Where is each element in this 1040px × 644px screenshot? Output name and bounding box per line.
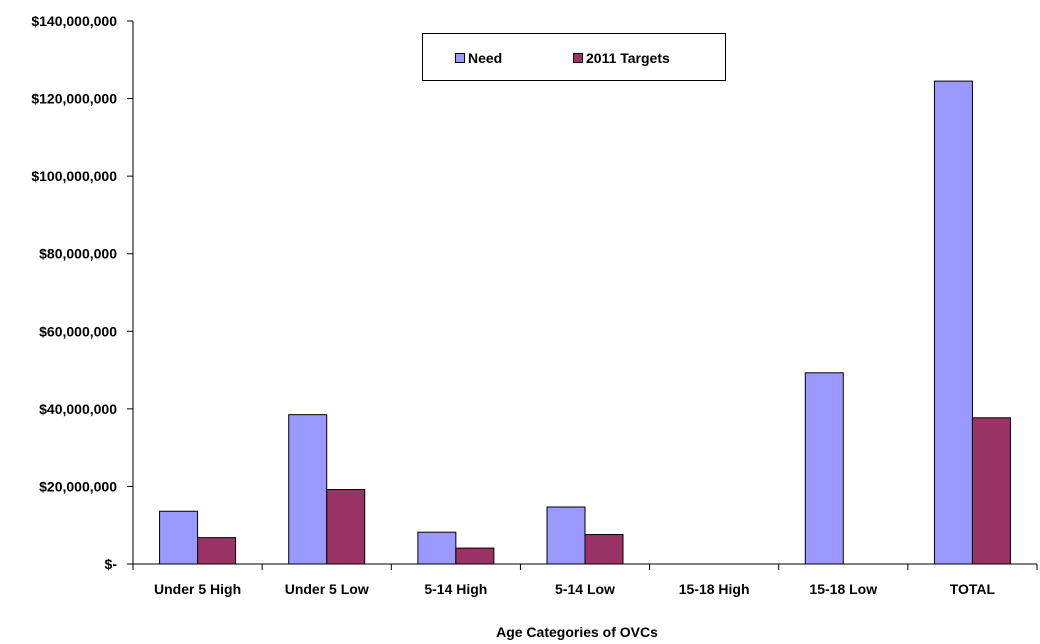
legend-swatch-2011-targets (573, 53, 583, 63)
x-tick-label: 5-14 High (424, 581, 487, 597)
bar-2011-targets (584, 534, 624, 565)
y-tick-label: $60,000,000 (39, 323, 117, 339)
x-tick-label: Under 5 High (154, 581, 241, 597)
legend-item-2011-targets: 2011 Targets (573, 50, 670, 66)
x-tick-label: 15-18 Low (809, 581, 877, 597)
x-tick-label: TOTAL (950, 581, 996, 597)
bar-need (546, 506, 586, 565)
bar-need (159, 510, 199, 565)
legend-label-need: Need (468, 50, 503, 66)
y-tick-label: $120,000,000 (31, 91, 117, 107)
y-tick-label: $80,000,000 (39, 246, 117, 262)
bar-2011-targets (455, 547, 495, 565)
y-tick-label: $40,000,000 (39, 401, 117, 417)
bar-2011-targets (197, 537, 237, 565)
x-tick-label: Under 5 Low (285, 581, 369, 597)
x-tick-label: 5-14 Low (555, 581, 615, 597)
bars (159, 80, 1011, 565)
x-axis-title: Age Categories of OVCs (496, 624, 658, 640)
legend-label-2011-targets: 2011 Targets (586, 50, 670, 66)
legend-swatch-need (455, 53, 465, 63)
bar-2011-targets (971, 417, 1011, 565)
bar-need (804, 372, 844, 565)
x-tick-label: 15-18 High (679, 581, 750, 597)
y-tick-label: $140,000,000 (31, 13, 117, 29)
y-tick-label: $100,000,000 (31, 168, 117, 184)
y-tick-label: $20,000,000 (39, 478, 117, 494)
y-axis-ticks: $- $20,000,000 $40,000,000 $60,000,000 $80,0… (31, 13, 133, 572)
x-axis-ticks: Under 5 High Under 5 Low 5-14 High 5-14 Low… (132, 564, 1038, 597)
bar-need (417, 531, 457, 565)
legend-item-need: Need (455, 50, 502, 66)
bar-need (933, 80, 973, 565)
y-tick-label: $- (105, 556, 118, 572)
bar-2011-targets (326, 489, 366, 565)
bar-need (288, 414, 328, 565)
legend: Need 2011 Targets (422, 33, 726, 81)
